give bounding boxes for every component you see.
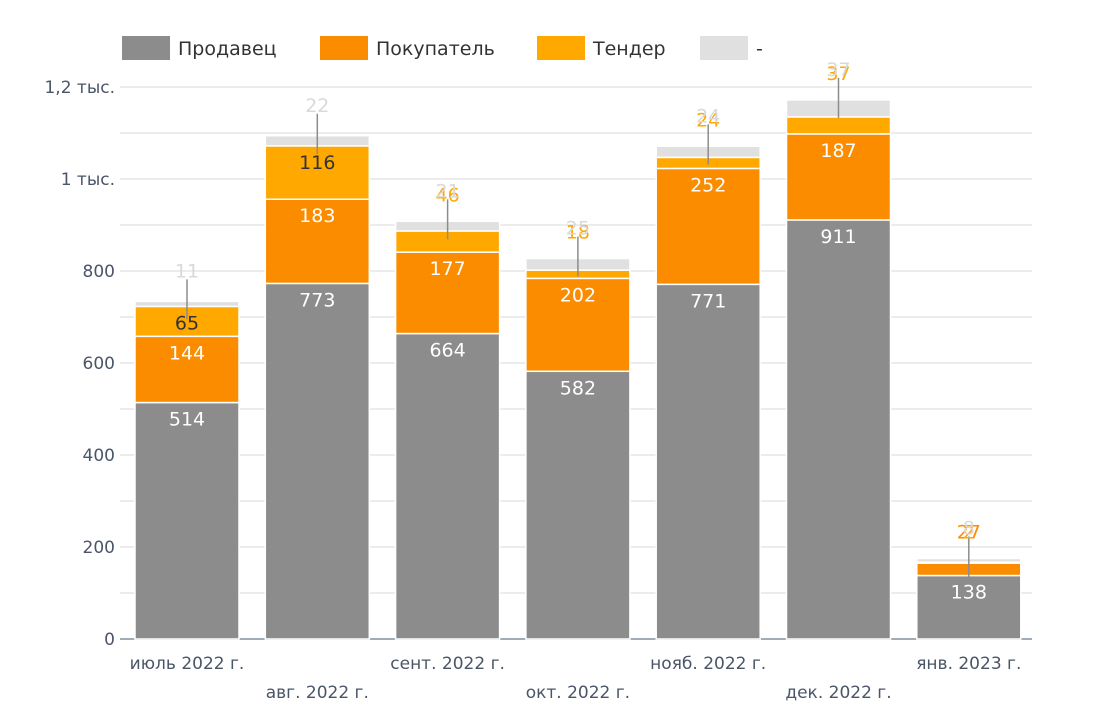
bar-segment xyxy=(525,370,631,640)
bar-segment xyxy=(785,116,892,135)
bar-value-label: 177 xyxy=(429,258,465,280)
legend-label: Покупатель xyxy=(376,38,495,60)
y-tick-label: 600 xyxy=(83,354,115,374)
y-tick-label: 400 xyxy=(83,446,115,466)
bar-segment xyxy=(916,574,1022,640)
y-axis: 0 200 400 600 800 1 тыс. 1,2 тыс. xyxy=(44,78,115,650)
bar-segment xyxy=(785,133,892,221)
y-tick-label: 0 xyxy=(104,630,115,650)
bar-value-label: 144 xyxy=(169,342,205,364)
bar-value-label: 18 xyxy=(566,222,590,244)
y-tick-label: 800 xyxy=(83,262,115,282)
bar-value-label: 37 xyxy=(826,59,850,81)
bar-value-label: 2 xyxy=(963,522,975,544)
bar-value-label: 24 xyxy=(696,109,720,131)
x-tick-label: нояб. 2022 г. xyxy=(650,654,766,674)
bar-value-label: 187 xyxy=(820,140,856,162)
bar-segment xyxy=(394,251,501,335)
x-tick-label: сент. 2022 г. xyxy=(390,654,505,674)
x-tick-label: авг. 2022 г. xyxy=(266,683,369,703)
bar-value-label: 771 xyxy=(690,290,726,312)
legend-swatch xyxy=(320,36,368,60)
y-tick-label: 1 тыс. xyxy=(61,170,115,190)
bar-value-label: 664 xyxy=(429,340,465,362)
bar-value-label: 252 xyxy=(690,174,726,196)
legend-label: Продавец xyxy=(178,38,277,60)
bars xyxy=(134,99,1022,640)
x-axis: июль 2022 г. авг. 2022 г. сент. 2022 г. окт… xyxy=(130,654,1022,703)
bar-segment xyxy=(134,305,240,338)
bar-value-label: 116 xyxy=(299,152,335,174)
bar-segment xyxy=(394,332,501,640)
bar-value-label: 183 xyxy=(299,205,335,227)
bar-segment xyxy=(134,401,240,640)
bar-value-label: 65 xyxy=(175,312,199,334)
bar-segment xyxy=(134,335,240,404)
y-tick-label: 200 xyxy=(83,538,115,558)
bar-value-label: 22 xyxy=(305,95,329,117)
bar-value-label: 138 xyxy=(951,582,987,604)
legend-label: - xyxy=(756,38,763,60)
bar-segment xyxy=(525,277,631,373)
bar-segment xyxy=(655,283,761,640)
bar-value-label: 514 xyxy=(169,409,205,431)
bar-segment xyxy=(785,219,892,640)
bar-value-label: 911 xyxy=(820,226,856,248)
legend-swatch xyxy=(700,36,748,60)
legend-swatch xyxy=(122,36,170,60)
bar-segment xyxy=(264,198,371,285)
bar-value-label: 202 xyxy=(560,284,596,306)
bar-segment xyxy=(264,282,371,640)
bar-value-label: 11 xyxy=(175,260,199,282)
bar-value-label: 24 xyxy=(696,105,720,127)
x-tick-label: июль 2022 г. xyxy=(130,654,245,674)
bar-value-label: 37 xyxy=(826,63,850,85)
data-labels: 5141446511773183116226641774621582202182… xyxy=(169,59,987,604)
legend-label: Тендер xyxy=(592,38,666,60)
legend-swatch xyxy=(537,36,585,60)
bar-value-label: 8 xyxy=(963,518,975,540)
bar-segment xyxy=(655,167,761,286)
bar-segment xyxy=(264,145,371,200)
bar-value-label: 25 xyxy=(566,218,590,240)
bar-value-label: 27 xyxy=(957,522,981,544)
x-tick-label: дек. 2022 г. xyxy=(785,683,891,703)
bar-value-label: 46 xyxy=(436,184,460,206)
x-tick-label: окт. 2022 г. xyxy=(526,683,630,703)
legend: Продавец Покупатель Тендер - xyxy=(122,36,763,60)
bar-value-label: 582 xyxy=(560,377,596,399)
bar-value-label: 21 xyxy=(436,180,460,202)
x-tick-label: янв. 2023 г. xyxy=(916,654,1021,674)
y-tick-label: 1,2 тыс. xyxy=(44,78,115,98)
bar-value-label: 773 xyxy=(299,289,335,311)
